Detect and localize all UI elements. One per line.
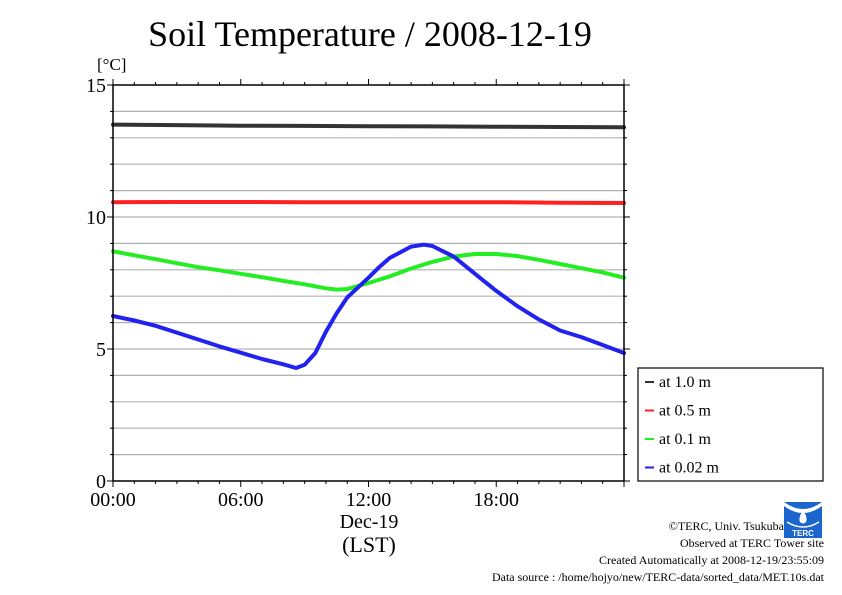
y-tick-label: 5 (96, 339, 106, 361)
x-axis-label: (LST) (342, 532, 396, 557)
y-axis-unit-label: [°C] (97, 55, 126, 74)
y-tick-labels: 0 5 10 15 (86, 75, 106, 493)
series-line-at-0-02-m (111, 242, 626, 370)
y-tick-label: 10 (86, 207, 106, 229)
chart-title: Soil Temperature / 2008-12-19 (148, 14, 592, 54)
credits-block: ©TERC, Univ. Tsukuba Observed at TERC To… (492, 518, 824, 586)
legend-label: at 0.02 m (659, 460, 720, 477)
y-tick-label: 15 (86, 75, 106, 97)
y-tick-label: 0 (96, 471, 106, 493)
copyright-text: ©TERC, Univ. Tsukuba (668, 519, 784, 533)
x-tick-label: 06:00 (218, 489, 264, 511)
x-tick-labels: 00:00 06:00 12:00 18:00 (90, 489, 519, 511)
created-text: Created Automatically at 2008-12-19/23:5… (599, 553, 824, 567)
series-line-at-0-1-m (111, 249, 626, 292)
series-line-at-0-5-m (111, 200, 626, 205)
legend-label: at 0.1 m (659, 431, 712, 448)
x-tick-label: 00:00 (90, 489, 136, 511)
plot-frame (112, 84, 625, 482)
observed-text: Observed at TERC Tower site (679, 536, 824, 550)
legend-box (637, 367, 824, 482)
legend: at 1.0 m at 0.5 m at 0.1 m at 0.02 m (637, 367, 824, 482)
legend-label: at 0.5 m (659, 403, 712, 420)
logo-text: TERC (792, 529, 814, 538)
date-label: Dec-19 (340, 511, 399, 533)
series-lines (111, 122, 626, 370)
x-tick-label: 12:00 (346, 489, 392, 511)
legend-label: at 1.0 m (659, 374, 712, 391)
series-line-at-1-0-m (111, 122, 626, 130)
gridlines (113, 110, 624, 456)
data-source-text: Data source : /home/hojyo/new/TERC-data/… (491, 570, 824, 584)
x-tick-label: 18:00 (473, 489, 519, 511)
terc-logo-icon: TERC (784, 502, 822, 538)
